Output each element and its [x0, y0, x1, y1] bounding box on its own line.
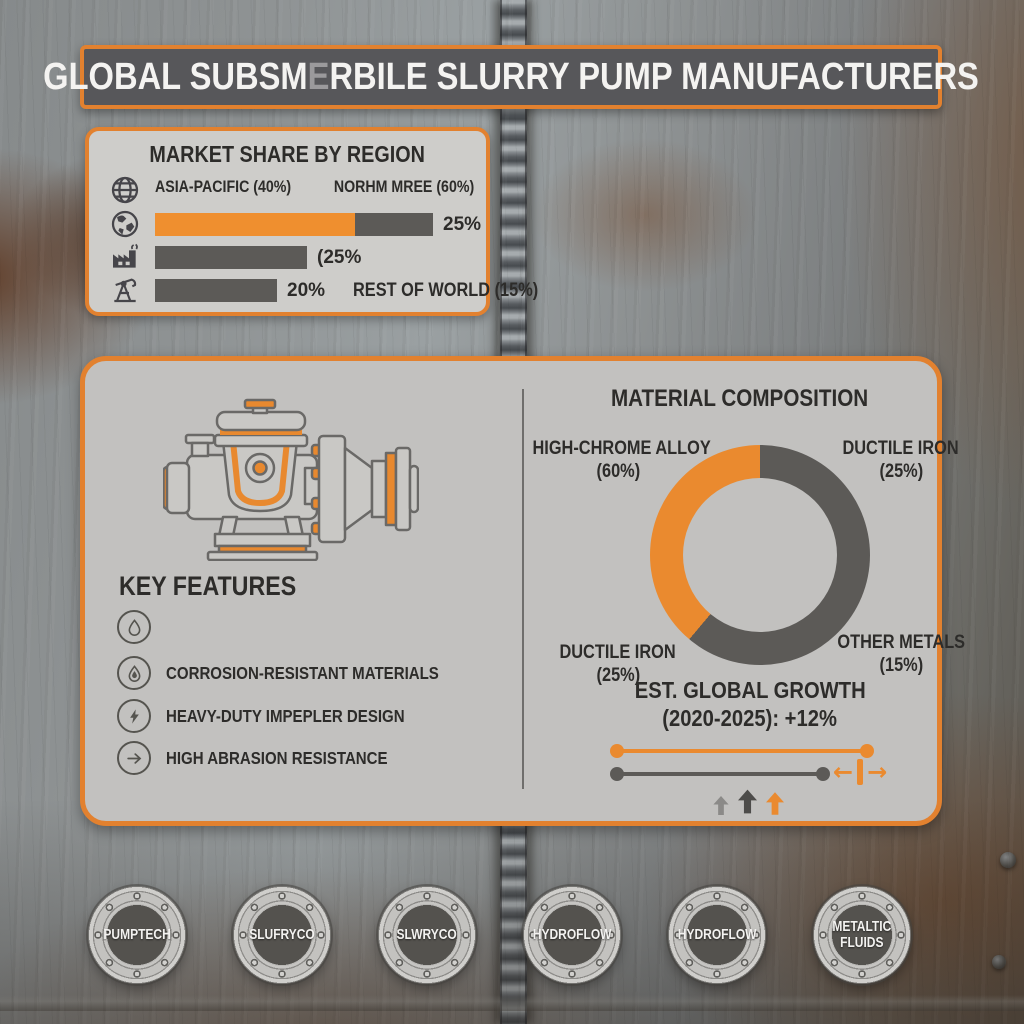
market-share-title: MARKET SHARE BY REGION — [149, 141, 426, 167]
up-arrow-icon — [738, 789, 757, 814]
feature-row-3: HEAVY-DUTY IMPEPLER DESIGN — [117, 698, 443, 734]
bar-value: 20% — [287, 279, 326, 301]
label-other-metals: OTHER METALS (15%) — [837, 632, 965, 677]
badge-metaltic-fluids: METALTIC FLUIDS — [813, 886, 911, 984]
bar-segment — [155, 279, 277, 302]
title-banner: GLOBAL SUBSMERBILE SLURRY PUMP MANUFACTU… — [43, 45, 979, 109]
earth-icon — [109, 208, 141, 240]
glitch-letter: E — [307, 55, 330, 98]
feature-row-1 — [117, 609, 166, 645]
globe-grid-icon — [109, 174, 141, 206]
badge-hydroflow-1: HYDROFLOW — [523, 886, 621, 984]
arrow-left-icon: ← — [833, 758, 854, 786]
droplet-icon — [117, 656, 151, 690]
market-row-asia: 25% — [155, 213, 481, 236]
market-share-panel: MARKET SHARE BY REGION ASIA-PACIFIC (40%… — [85, 127, 538, 316]
label-ductile-iron-top: DUCTILE IRON (25%) — [842, 438, 960, 483]
rivet-decoration — [992, 955, 1006, 969]
main-panel: KEY FEATURES CORROSION-RESISTANT MATERIA… — [80, 356, 965, 826]
arrow-right-icon — [117, 741, 151, 775]
up-arrow-icon — [713, 796, 729, 815]
bottom-seam-texture — [0, 995, 1024, 1011]
bar-segment — [155, 246, 307, 269]
bar-value: (25% — [317, 246, 362, 268]
feature-label: CORROSION-RESISTANT MATERIALS — [166, 662, 439, 683]
factory-icon — [109, 241, 141, 273]
market-bar-1 — [155, 213, 433, 236]
rest-of-world-label: REST OF WORLD (15%) — [353, 279, 539, 301]
rivet-decoration — [1000, 852, 1016, 868]
trend-arrows — [713, 783, 784, 815]
badge-slufryco: SLUFRYCO — [233, 886, 331, 984]
arrow-right-icon: → — [867, 758, 888, 786]
bar-value: 25% — [443, 213, 482, 235]
label-ductile-iron-bottom: DUCTILE IRON (25%) — [559, 642, 677, 687]
key-features-title: KEY FEATURES — [119, 571, 297, 601]
growth-line-gray — [610, 767, 830, 781]
badge-slwryco: SLWRYCO — [378, 886, 476, 984]
badge-pumptech: PUMPTECH — [88, 886, 186, 984]
market-bar-3 — [155, 279, 277, 302]
label-high-chrome-alloy: HIGH-CHROME ALLOY (60%) — [532, 438, 711, 483]
bar-segment — [155, 213, 355, 236]
range-indicator: ← → — [833, 759, 887, 785]
feature-row-2: CORROSION-RESISTANT MATERIALS — [117, 655, 483, 691]
droplet-outline-icon — [117, 610, 151, 644]
growth-line-orange — [610, 744, 874, 758]
feature-row-4: HIGH ABRASION RESISTANCE — [117, 740, 424, 776]
badge-hydroflow-2: HYDROFLOW — [668, 886, 766, 984]
vertical-divider — [522, 389, 524, 789]
slurry-pump-illustration — [163, 398, 419, 561]
lightning-icon — [117, 699, 151, 733]
donut-chart — [650, 445, 870, 665]
up-arrow-icon — [766, 792, 784, 815]
market-bar-2 — [155, 246, 307, 269]
legend-asia-pacific: ASIA-PACIFIC (40%) — [155, 178, 292, 196]
oil-pump-icon — [109, 273, 141, 305]
market-row-rest-of-world: 20% REST OF WORLD (15%) — [155, 279, 568, 302]
poster-title: GLOBAL SUBSMERBILE SLURRY PUMP MANUFACTU… — [43, 55, 979, 98]
range-bar-icon — [857, 759, 864, 785]
material-composition-title: MATERIAL COMPOSITION — [611, 385, 869, 412]
growth-annotation: EST. GLOBAL GROWTH (2020-2025): +12% — [634, 677, 866, 731]
feature-label: HIGH ABRASION RESISTANCE — [166, 747, 388, 768]
market-row-2: (25% — [155, 246, 361, 269]
bar-segment — [355, 213, 433, 236]
legend-north-america: NORHM MREE (60%) — [333, 178, 474, 196]
feature-label: HEAVY-DUTY IMPEPLER DESIGN — [166, 705, 405, 726]
